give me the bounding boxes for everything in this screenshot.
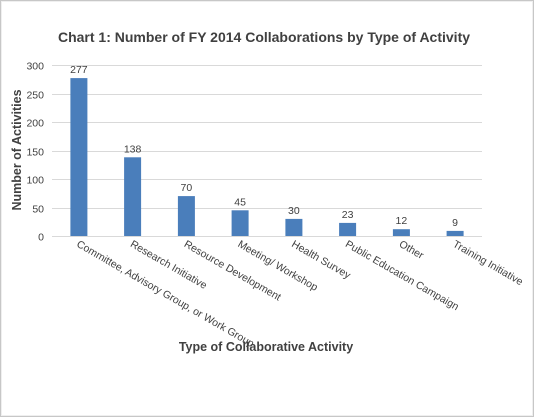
category-labels: Committee, Advisory Group, or Work Group… xyxy=(74,238,525,350)
category-label: Resource Development xyxy=(182,238,283,303)
chart-title: Chart 1: Number of FY 2014 Collaboration… xyxy=(58,29,470,45)
bar xyxy=(124,157,142,236)
category-label: Training Initiative xyxy=(451,238,526,288)
data-label: 45 xyxy=(234,196,246,208)
data-label: 12 xyxy=(396,215,408,227)
bar xyxy=(285,218,303,236)
data-label: 138 xyxy=(124,143,142,155)
y-tick-label: 250 xyxy=(26,90,44,102)
bar xyxy=(70,78,88,236)
y-tick-label: 150 xyxy=(26,147,44,159)
y-tick-label: 300 xyxy=(26,61,44,73)
data-label: 70 xyxy=(181,182,193,194)
bars xyxy=(70,78,464,236)
data-label: 277 xyxy=(70,64,88,76)
data-label: 9 xyxy=(452,217,458,229)
bar xyxy=(231,210,249,236)
y-tick-label: 50 xyxy=(32,204,44,216)
x-axis-title: Type of Collaborative Activity xyxy=(179,340,353,354)
y-tick-label: 100 xyxy=(26,175,44,187)
category-label: Other xyxy=(397,238,426,262)
y-axis-ticks: 0 50 100 150 200 250 300 xyxy=(26,61,44,244)
data-label: 30 xyxy=(288,205,300,217)
category-label: Committee, Advisory Group, or Work Group xyxy=(74,238,256,350)
gridlines xyxy=(52,65,482,237)
bar xyxy=(177,196,195,236)
data-label: 23 xyxy=(342,209,354,221)
bar xyxy=(446,230,464,236)
y-tick-label: 0 xyxy=(38,232,44,244)
bar xyxy=(392,229,410,236)
data-labels: 277 138 70 45 30 23 12 9 xyxy=(70,64,458,229)
y-tick-label: 200 xyxy=(26,118,44,130)
bar xyxy=(339,222,357,236)
y-axis-title: Number of Activities xyxy=(10,89,24,210)
